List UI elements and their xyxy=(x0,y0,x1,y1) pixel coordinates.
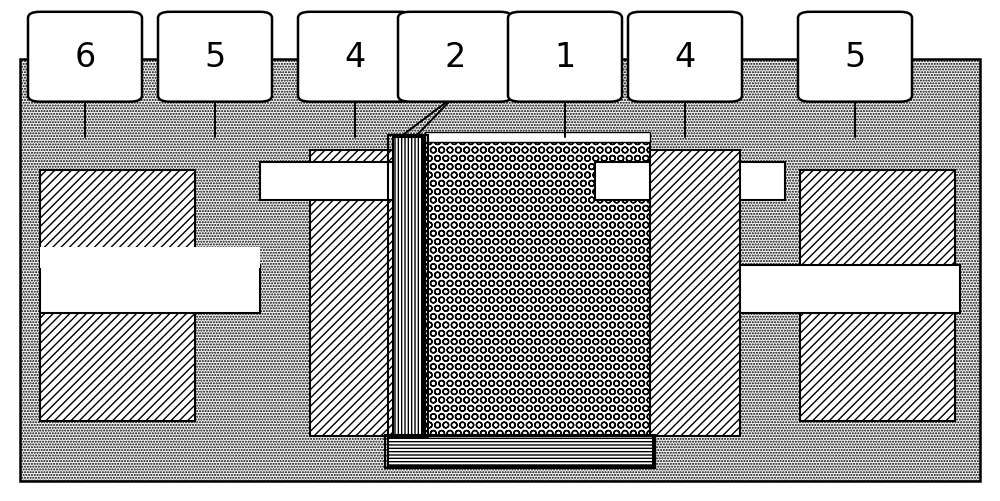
FancyBboxPatch shape xyxy=(798,13,912,102)
Bar xyxy=(310,150,400,436)
Bar xyxy=(425,133,650,143)
Bar xyxy=(40,248,260,268)
Bar xyxy=(425,135,650,436)
Text: 6: 6 xyxy=(74,41,96,74)
Bar xyxy=(40,170,195,421)
Bar xyxy=(20,60,980,481)
Bar xyxy=(388,436,653,466)
FancyBboxPatch shape xyxy=(508,13,622,102)
Bar xyxy=(260,163,450,200)
Bar xyxy=(740,266,960,313)
Bar xyxy=(800,170,955,421)
FancyBboxPatch shape xyxy=(398,13,512,102)
Bar xyxy=(393,138,423,436)
FancyBboxPatch shape xyxy=(628,13,742,102)
Bar xyxy=(650,150,740,436)
Text: 4: 4 xyxy=(344,41,366,74)
Text: 5: 5 xyxy=(204,41,226,74)
FancyBboxPatch shape xyxy=(28,13,142,102)
Bar xyxy=(385,435,655,468)
Text: 4: 4 xyxy=(674,41,696,74)
Text: 5: 5 xyxy=(844,41,866,74)
Bar xyxy=(40,266,260,313)
Bar xyxy=(388,135,428,437)
FancyBboxPatch shape xyxy=(298,13,412,102)
Text: 2: 2 xyxy=(444,41,466,74)
Bar xyxy=(595,163,785,200)
FancyBboxPatch shape xyxy=(158,13,272,102)
Text: 1: 1 xyxy=(554,41,576,74)
